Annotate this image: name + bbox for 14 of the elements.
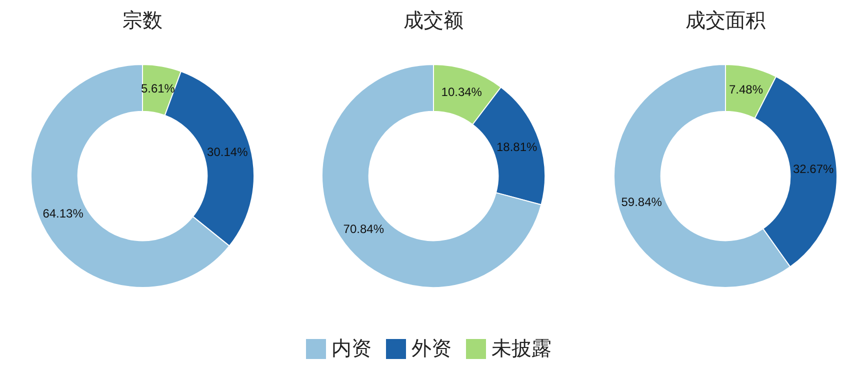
data-label: 10.34% xyxy=(441,84,482,99)
data-label: 18.81% xyxy=(496,140,538,154)
chart-title: 成交额 xyxy=(404,8,464,32)
data-label: 30.14% xyxy=(207,144,248,159)
data-label: 70.84% xyxy=(343,222,384,236)
legend-label: 外资 xyxy=(412,335,452,362)
legend-label: 内资 xyxy=(332,335,372,362)
data-label: 32.67% xyxy=(792,162,834,176)
data-label: 7.48% xyxy=(728,82,764,97)
data-label: 59.84% xyxy=(621,195,662,210)
chart-title: 成交面积 xyxy=(686,8,766,32)
legend-label: 未披露 xyxy=(492,335,552,362)
data-label: 64.13% xyxy=(42,206,84,220)
chart-title: 宗数 xyxy=(122,8,162,32)
